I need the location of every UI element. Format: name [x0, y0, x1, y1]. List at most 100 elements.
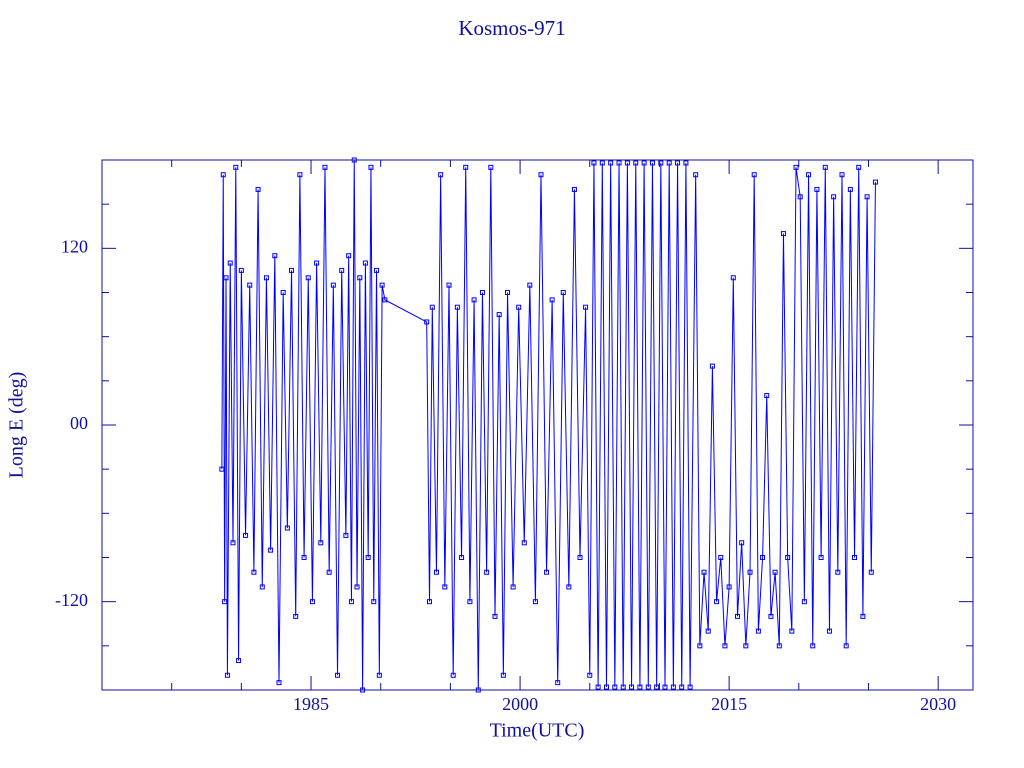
data-point: [371, 599, 377, 605]
data-point: [230, 540, 236, 546]
data-point: [697, 643, 703, 649]
data-point: [705, 628, 711, 634]
data-point: [521, 540, 527, 546]
data-point: [382, 297, 388, 303]
data-point: [263, 275, 269, 281]
x-axis-label: Time(UTC): [490, 720, 585, 742]
data-point: [322, 164, 328, 170]
data-point: [675, 160, 681, 166]
data-point: [376, 672, 382, 678]
data-point: [243, 532, 249, 538]
data-point: [510, 584, 516, 590]
data-point: [641, 160, 647, 166]
data-point: [722, 643, 728, 649]
data-point: [247, 282, 253, 288]
data-point: [379, 282, 385, 288]
data-point: [571, 186, 577, 192]
data-point: [268, 547, 274, 553]
data-point: [335, 672, 341, 678]
data-point: [496, 312, 502, 318]
data-point: [471, 297, 477, 303]
data-point: [789, 628, 795, 634]
data-point: [843, 643, 849, 649]
data-point: [544, 569, 550, 575]
data-point: [309, 599, 315, 605]
data-point: [599, 160, 605, 166]
data-point: [835, 569, 841, 575]
data-point: [709, 363, 715, 369]
data-point: [649, 160, 655, 166]
chart-title: Kosmos-971: [458, 16, 565, 40]
data-point: [760, 555, 766, 560]
y-axis-label: Long E (deg): [6, 372, 28, 479]
data-point: [591, 160, 597, 166]
data-point: [442, 584, 448, 590]
data-point: [362, 260, 368, 266]
data-point: [768, 613, 774, 619]
data-point: [433, 569, 439, 575]
data-point: [276, 680, 282, 686]
data-point: [868, 569, 874, 575]
data-point: [488, 164, 494, 170]
data-point: [424, 319, 430, 325]
data-point: [326, 569, 332, 575]
data-point: [446, 282, 452, 288]
data-point: [505, 290, 511, 295]
data-point: [780, 231, 786, 237]
data-point: [566, 584, 572, 590]
data-point: [233, 164, 239, 170]
data-point: [343, 532, 349, 538]
data-point: [238, 267, 244, 273]
x-tick-label: 2000: [502, 694, 538, 714]
data-point: [714, 599, 720, 605]
data-point: [500, 672, 506, 678]
data-point: [734, 613, 740, 619]
data-point: [222, 599, 228, 605]
data-point: [658, 160, 664, 166]
data-point: [223, 275, 229, 281]
data-point: [718, 555, 724, 560]
data-point: [616, 160, 622, 166]
data-point: [633, 160, 639, 166]
data-point: [856, 164, 862, 170]
data-point: [612, 684, 618, 690]
data-point: [776, 643, 782, 649]
data-point: [532, 599, 538, 605]
data-point: [679, 684, 685, 690]
data-point: [346, 253, 352, 259]
data-point: [429, 304, 435, 310]
data-point: [301, 555, 307, 560]
data-point: [330, 282, 336, 288]
data-point: [603, 684, 609, 690]
data-point: [810, 643, 816, 649]
data-point: [467, 599, 473, 605]
data-point: [284, 525, 290, 531]
data-point: [839, 172, 845, 178]
data-point: [426, 599, 432, 605]
data-point: [693, 172, 699, 178]
data-point: [374, 267, 380, 273]
data-point: [801, 599, 807, 605]
data-point: [560, 290, 566, 295]
data-point: [293, 613, 299, 619]
data-point: [831, 194, 837, 200]
data-point: [755, 628, 761, 634]
x-tick-label: 1985: [293, 694, 329, 714]
data-point: [479, 290, 485, 295]
data-line: [221, 159, 876, 691]
data-point: [595, 684, 601, 690]
data-point: [608, 160, 614, 166]
data-point: [662, 684, 668, 690]
data-point: [864, 194, 870, 200]
data-point: [764, 393, 770, 399]
data-point: [818, 555, 824, 560]
data-point: [339, 267, 345, 273]
data-point: [368, 164, 374, 170]
data-point: [365, 555, 371, 560]
data-point: [354, 584, 360, 590]
data-point: [814, 186, 820, 192]
data-point: [549, 297, 555, 303]
data-point: [772, 569, 778, 575]
data-point: [583, 304, 589, 310]
